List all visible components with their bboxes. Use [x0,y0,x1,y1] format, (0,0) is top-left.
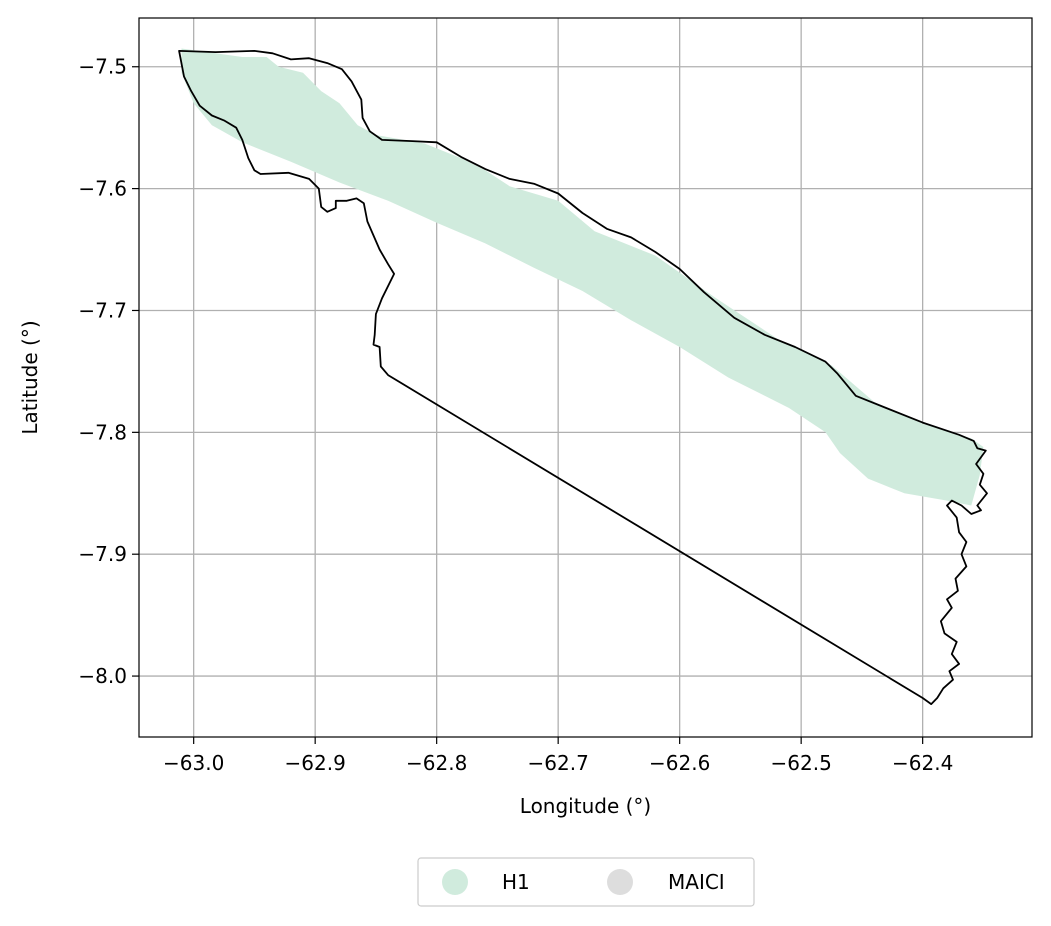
x-tick-label: −63.0 [163,751,224,775]
x-tick-label: −62.7 [528,751,589,775]
map-layers [178,48,988,705]
x-tick-label: −62.9 [285,751,346,775]
legend-label-h1: H1 [502,870,530,894]
boundary-outline [178,50,988,705]
y-tick-label: −8.0 [78,664,127,688]
plot-frame [138,17,1033,738]
y-tick-label: −7.6 [78,177,127,201]
legend-marker-h1 [442,869,468,895]
h1-polygon [181,48,984,506]
y-tick-label: −7.9 [78,542,127,566]
legend: H1 MAICI [417,857,755,907]
y-tick-label: −7.5 [78,55,127,79]
axis-ticks: −63.0 −62.9 −62.8 −62.7 −62.6 −62.5 −62.4 −7.5 −… [78,55,953,775]
x-tick-label: −62.5 [771,751,832,775]
x-tick-label: −62.6 [649,751,710,775]
y-axis-label: Latitude (°) [18,320,42,434]
y-tick-label: −7.8 [78,420,127,444]
legend-box [417,857,755,907]
x-tick-label: −62.8 [406,751,467,775]
x-axis-label: Longitude (°) [520,794,651,818]
x-tick-label: −62.4 [892,751,953,775]
legend-label-maici: MAICI [668,870,725,894]
legend-marker-maici [607,869,633,895]
y-tick-label: −7.7 [78,298,127,322]
